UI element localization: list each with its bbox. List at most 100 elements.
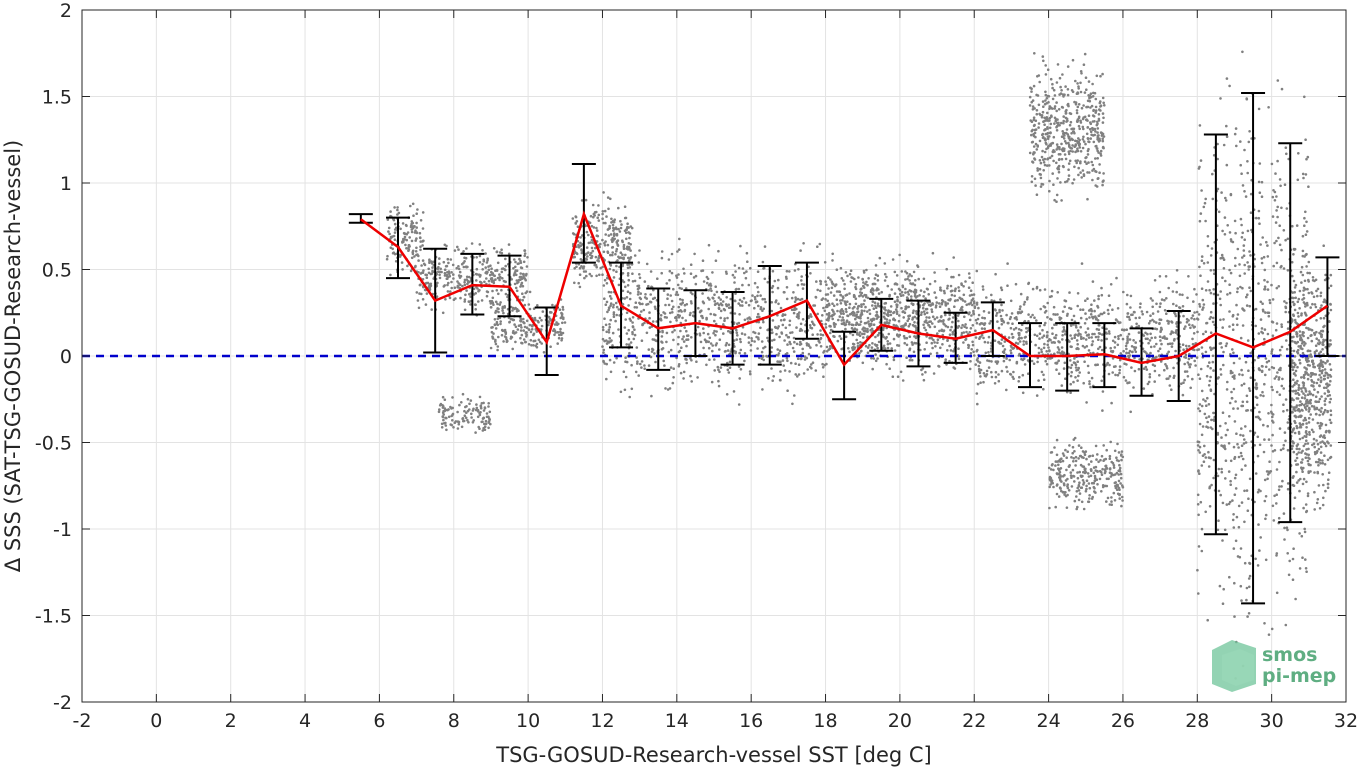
scatter-point	[498, 316, 502, 320]
scatter-point	[819, 333, 823, 336]
scatter-point	[1099, 149, 1103, 153]
scatter-point	[1053, 105, 1057, 108]
scatter-point	[615, 270, 618, 274]
scatter-point	[1084, 450, 1088, 453]
scatter-point	[469, 295, 472, 298]
scatter-point	[841, 310, 845, 313]
scatter-point	[1037, 126, 1040, 129]
scatter-point	[1076, 159, 1079, 162]
scatter-point	[1088, 497, 1091, 500]
scatter-point	[901, 379, 905, 382]
scatter-point	[497, 335, 500, 339]
scatter-point	[1280, 325, 1284, 329]
scatter-point	[504, 292, 508, 296]
scatter-point	[622, 370, 626, 374]
scatter-point	[494, 327, 498, 330]
scatter-point	[1208, 288, 1211, 292]
scatter-point	[739, 304, 742, 307]
scatter-point	[1094, 157, 1097, 160]
scatter-point	[442, 418, 445, 422]
scatter-point	[626, 225, 629, 229]
scatter-point	[1276, 159, 1279, 163]
scatter-point	[482, 416, 485, 420]
scatter-point	[1063, 131, 1066, 135]
scatter-point	[756, 315, 759, 319]
scatter-point	[625, 237, 628, 241]
scatter-point	[1097, 314, 1101, 318]
scatter-point	[699, 340, 703, 344]
scatter-point	[1301, 458, 1304, 461]
scatter-point	[946, 338, 949, 342]
scatter-point	[609, 233, 613, 236]
scatter-point	[525, 319, 529, 323]
scatter-point	[516, 328, 520, 331]
scatter-point	[514, 286, 518, 290]
scatter-point	[905, 271, 909, 275]
scatter-point	[1158, 347, 1162, 351]
scatter-point	[895, 305, 899, 309]
scatter-point	[640, 339, 644, 343]
scatter-point	[414, 239, 418, 242]
scatter-point	[713, 300, 716, 303]
scatter-point	[792, 336, 796, 340]
scatter-point	[1101, 180, 1105, 183]
scatter-point	[496, 276, 500, 280]
scatter-point	[853, 277, 856, 281]
scatter-point	[615, 313, 618, 317]
scatter-point	[1067, 174, 1071, 177]
scatter-point	[1066, 493, 1069, 497]
scatter-point	[494, 340, 497, 343]
scatter-point	[1018, 340, 1022, 343]
scatter-point	[1091, 340, 1095, 343]
scatter-point	[1088, 486, 1092, 490]
scatter-point	[683, 308, 687, 312]
scatter-point	[1075, 369, 1078, 372]
scatter-point	[461, 392, 465, 396]
scatter-point	[478, 243, 482, 246]
scatter-point	[481, 249, 484, 252]
scatter-point	[914, 279, 917, 282]
scatter-point	[938, 305, 942, 309]
scatter-point	[523, 254, 526, 258]
scatter-point	[921, 367, 925, 370]
scatter-point	[1160, 342, 1163, 346]
scatter-point	[1030, 175, 1034, 178]
scatter-point	[757, 290, 760, 294]
scatter-point	[1093, 309, 1096, 313]
scatter-point	[843, 282, 846, 286]
scatter-point	[1087, 475, 1091, 478]
scatter-point	[653, 352, 656, 355]
scatter-point	[1202, 460, 1206, 464]
scatter-point	[833, 284, 837, 288]
scatter-point	[786, 336, 790, 339]
scatter-point	[619, 251, 623, 254]
scatter-point	[684, 357, 687, 361]
scatter-point	[1134, 316, 1138, 320]
scatter-point	[1052, 485, 1055, 489]
scatter-point	[1065, 456, 1068, 460]
scatter-point	[1113, 335, 1117, 339]
scatter-point	[1086, 153, 1090, 156]
scatter-point	[1101, 112, 1105, 115]
scatter-point	[697, 306, 700, 310]
scatter-point	[936, 341, 939, 345]
scatter-point	[471, 421, 475, 424]
scatter-point	[555, 321, 558, 324]
scatter-point	[1123, 362, 1126, 366]
scatter-point	[816, 333, 819, 336]
scatter-point	[1270, 283, 1273, 287]
scatter-point	[979, 381, 982, 385]
scatter-point	[901, 294, 905, 297]
scatter-point	[1299, 270, 1303, 274]
scatter-point	[794, 298, 798, 301]
scatter-point	[1056, 124, 1059, 128]
scatter-point	[386, 254, 389, 258]
scatter-point	[1065, 506, 1069, 510]
scatter-point	[1050, 154, 1054, 158]
scatter-point	[625, 343, 628, 346]
scatter-point	[624, 356, 627, 360]
scatter-point	[605, 215, 608, 218]
scatter-point	[549, 345, 552, 349]
scatter-point	[893, 349, 897, 352]
scatter-point	[631, 272, 634, 276]
